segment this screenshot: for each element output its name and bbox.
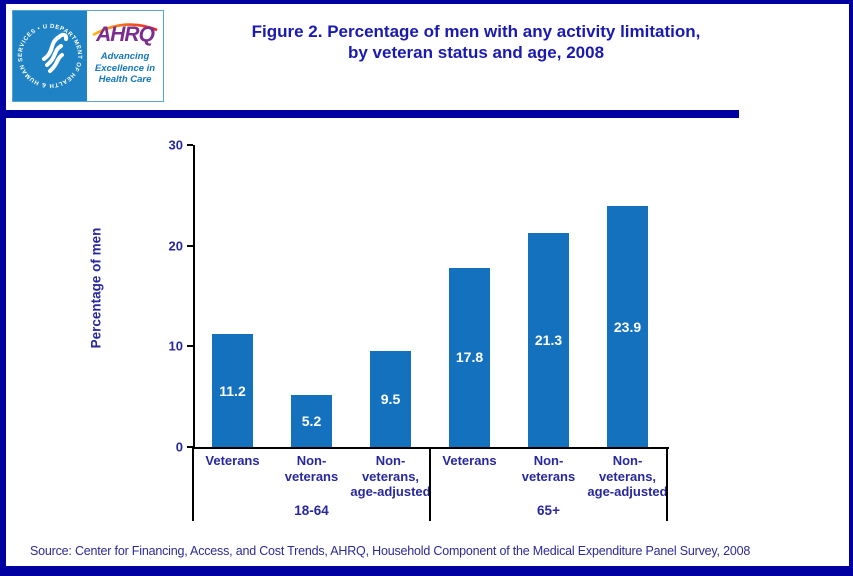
group-label: 18-64 xyxy=(294,503,329,518)
bar-value-label: 21.3 xyxy=(534,331,563,348)
bar xyxy=(212,334,253,447)
page-border-right xyxy=(849,0,853,576)
bar-value-label: 5.2 xyxy=(301,412,322,429)
bar-value-label: 17.8 xyxy=(455,349,484,366)
bar-value-label: 23.9 xyxy=(613,318,642,335)
hhs-seal-icon: DEPARTMENT OF HEALTH & HUMAN SERVICES • … xyxy=(11,7,87,101)
group-divider-line xyxy=(429,447,431,521)
source-note: Source: Center for Financing, Access, an… xyxy=(30,544,751,558)
category-label: Non- veterans xyxy=(521,453,576,484)
category-label: Non- veterans, age-adjusted xyxy=(350,453,431,499)
figure-title-line1: Figure 2. Percentage of men with any act… xyxy=(251,22,701,41)
category-label: Non- veterans xyxy=(284,453,339,484)
category-label: Veterans xyxy=(442,453,497,468)
category-label: Veterans xyxy=(205,453,260,468)
y-tick-label: 0 xyxy=(175,439,183,455)
y-axis-title: Percentage of men xyxy=(88,227,104,349)
header-separator-bar xyxy=(0,110,739,118)
y-tick-mark xyxy=(187,446,193,448)
bar-value-label: 9.5 xyxy=(380,391,401,408)
ahrq-logo: AHRQ Advancing Excellence in Health Care xyxy=(87,11,163,101)
page-border-bottom xyxy=(0,566,853,576)
rainbow-arc-icon xyxy=(92,23,158,37)
y-tick-mark xyxy=(187,345,193,348)
bar xyxy=(449,267,490,447)
y-tick-label: 10 xyxy=(168,338,183,354)
bar xyxy=(607,206,648,447)
group-divider-line xyxy=(666,447,668,521)
page-border-top xyxy=(0,0,853,4)
bar-value-label: 11.2 xyxy=(219,382,246,399)
hhs-ahrq-logo: DEPARTMENT OF HEALTH & HUMAN SERVICES • … xyxy=(11,7,164,102)
hhs-seal: DEPARTMENT OF HEALTH & HUMAN SERVICES • … xyxy=(11,7,87,101)
page-border-left xyxy=(0,0,6,576)
category-label: Non- veterans, age-adjusted xyxy=(587,453,668,499)
group-divider-line xyxy=(192,447,194,521)
figure-title-line2: by veteran status and age, 2008 xyxy=(347,43,605,62)
y-tick-mark xyxy=(187,144,193,146)
y-tick-label: 20 xyxy=(168,238,183,254)
bar xyxy=(528,232,569,447)
plot-area xyxy=(193,145,669,449)
bar xyxy=(291,394,332,447)
hhs-eagle-icon xyxy=(42,32,69,73)
figure-title: Figure 2. Percentage of men with any act… xyxy=(170,21,782,63)
group-label: 65+ xyxy=(537,503,560,518)
ahrq-wordmark: AHRQ xyxy=(96,23,155,46)
y-tick-label: 30 xyxy=(168,137,183,153)
ahrq-tagline: Advancing Excellence in Health Care xyxy=(94,51,156,85)
bar xyxy=(370,351,411,447)
y-tick-mark xyxy=(187,244,193,247)
